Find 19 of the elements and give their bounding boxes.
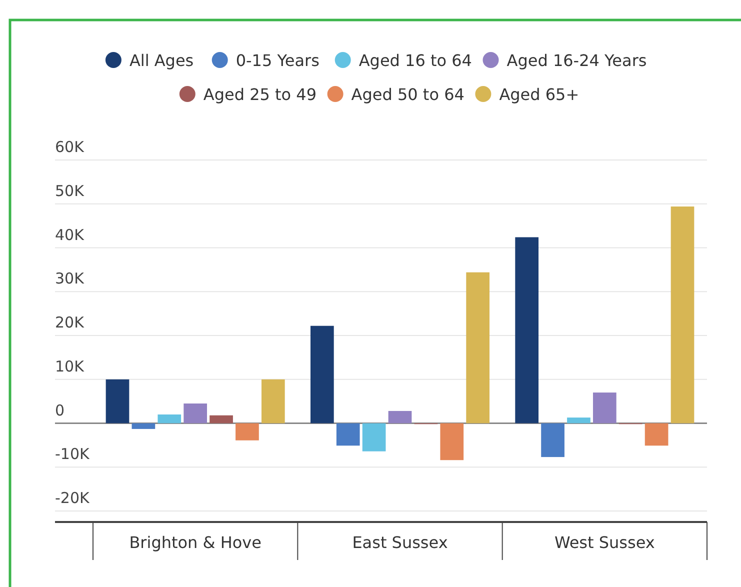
y-tick-label: 30K: [55, 270, 86, 288]
legend-label: 0-15 Years: [236, 51, 320, 70]
x-tick-label: Brighton & Hove: [129, 533, 262, 552]
y-tick-label: 50K: [55, 182, 86, 200]
y-tick-label: 40K: [55, 226, 86, 244]
y-tick-label: 60K: [55, 138, 86, 156]
legend-label: Aged 16-24 Years: [506, 51, 647, 70]
y-tick-label: 0: [55, 401, 65, 420]
x-tick-label: East Sussex: [352, 533, 448, 552]
legend-label: Aged 16 to 64: [358, 51, 472, 70]
x-tick-label: West Sussex: [554, 533, 655, 552]
legend-label: Aged 25 to 49: [203, 85, 317, 104]
y-tick-label: 20K: [55, 314, 86, 332]
legend-label: Aged 50 to 64: [351, 85, 464, 104]
legend-label: Aged 65+: [499, 85, 580, 104]
y-tick-label: -20K: [55, 489, 90, 507]
y-tick-label: -10K: [55, 445, 90, 464]
y-tick-label: 10K: [55, 357, 86, 376]
legend-label: All Ages: [129, 51, 194, 70]
